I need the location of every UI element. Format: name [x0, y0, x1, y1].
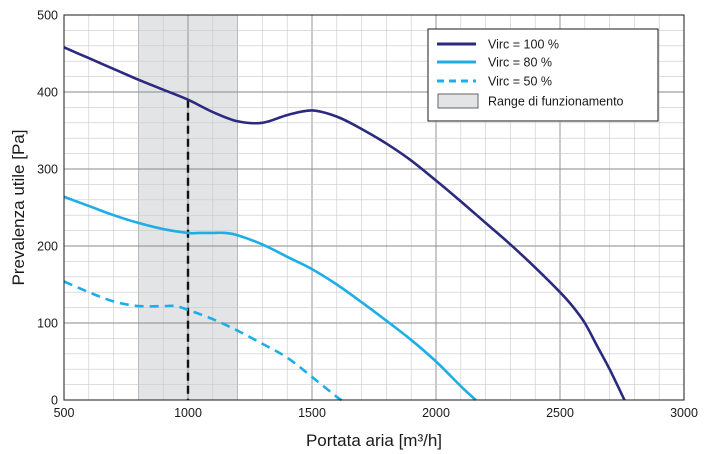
x-tick-label: 3000: [670, 406, 698, 420]
legend-label-3: Virc = 50 %: [488, 75, 552, 89]
plot-border: [63, 14, 685, 401]
series-line-1: [63, 46, 626, 401]
legend-label-range: Range di funzionamento: [488, 95, 624, 109]
y-tick-label: 100: [37, 317, 58, 331]
y-tick-label: 300: [37, 163, 58, 177]
x-tick-label: 1000: [174, 406, 202, 420]
series-line-2: [63, 195, 477, 401]
axis-titles: Portata aria [m³/h] Prevalenza utile [Pa]: [9, 130, 442, 450]
legend-label-2: Virc = 80 %: [488, 56, 552, 70]
x-tick-label: 1500: [298, 406, 326, 420]
legend-label-1: Virc = 100 %: [488, 38, 559, 52]
x-tick-label: 2500: [546, 406, 574, 420]
plot-frame: [63, 14, 685, 401]
legend: Virc = 100 % Virc = 80 % Virc = 50 % Range …: [427, 28, 659, 122]
series-layer: [63, 46, 626, 402]
y-tick-label: 200: [37, 240, 58, 254]
x-axis-title: Portata aria [m³/h]: [306, 431, 442, 450]
y-tick-label: 400: [37, 86, 58, 100]
legend-swatch-range: [437, 93, 479, 109]
y-tick-label: 0: [51, 394, 58, 408]
tick-labels: 500 1000 1500 2000 2500 3000 0 100 200 300 400 500: [37, 9, 698, 421]
x-tick-label: 500: [54, 406, 75, 420]
y-tick-label: 500: [37, 9, 58, 23]
y-axis-title: Prevalenza utile [Pa]: [9, 130, 28, 286]
series-line-3: [63, 280, 343, 402]
x-tick-label: 2000: [422, 406, 450, 420]
